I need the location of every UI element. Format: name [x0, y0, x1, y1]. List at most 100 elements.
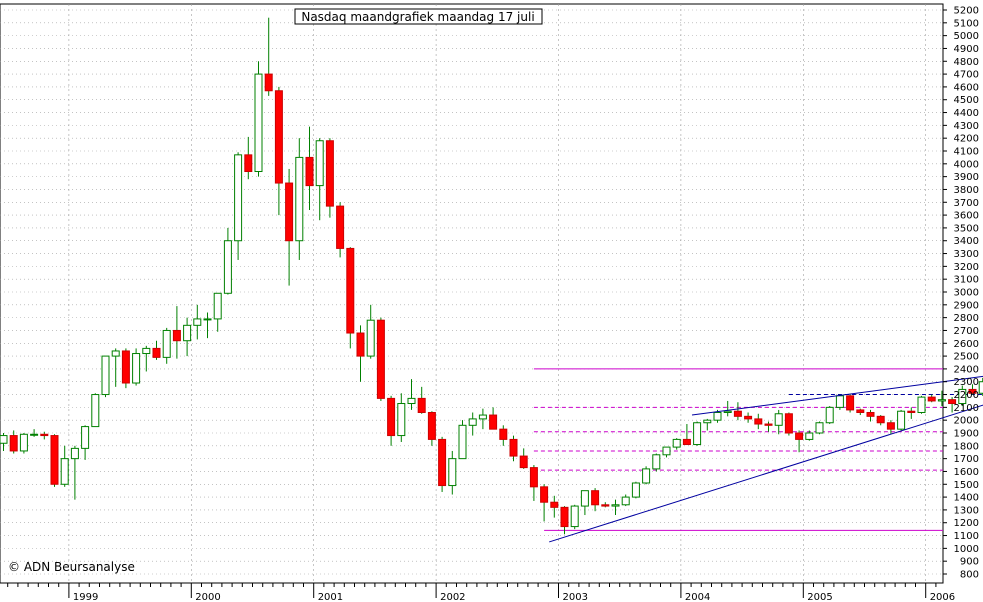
candle-body-up — [0, 435, 8, 444]
candle — [417, 386, 426, 414]
y-tick-label: 4900 — [954, 44, 979, 55]
y-tick-label: 4100 — [954, 147, 979, 158]
y-tick-label: 2000 — [954, 416, 979, 427]
candle-body-down — [968, 388, 977, 394]
candle-body-up — [397, 403, 406, 437]
candle-body-up — [897, 410, 906, 430]
y-tick-label: 3000 — [954, 288, 979, 299]
x-axis: 199920002001200220032004200520062007 — [7, 583, 955, 602]
candle-body-up — [142, 347, 151, 355]
candle — [662, 446, 671, 458]
candle-body-up — [662, 446, 671, 456]
candle-body-up — [91, 394, 100, 428]
candle — [774, 409, 783, 435]
candle — [917, 395, 926, 414]
candle-body-down — [744, 415, 753, 420]
candle-body-down — [886, 422, 895, 430]
y-tick-label: 4700 — [954, 70, 979, 81]
candle — [366, 304, 375, 359]
trend-line — [549, 404, 983, 543]
candle-body-up — [652, 454, 661, 470]
candle — [907, 407, 916, 419]
y-tick-label: 4300 — [954, 121, 979, 132]
candle — [764, 421, 773, 432]
candle-body-up — [642, 468, 651, 484]
candle-body-down — [172, 329, 181, 342]
x-tick-label: 2006 — [930, 592, 955, 602]
y-tick-label: 3900 — [954, 172, 979, 183]
candle-body-down — [529, 467, 538, 488]
x-tick-label: 2004 — [685, 592, 710, 602]
candle-body-down — [560, 506, 569, 528]
candle-body-up — [254, 73, 263, 173]
candle — [234, 152, 243, 260]
candle — [142, 345, 151, 372]
candle — [682, 424, 691, 446]
candle-body-down — [274, 90, 283, 184]
candle — [784, 412, 793, 436]
y-tick-label: 3500 — [954, 223, 979, 234]
candle — [591, 488, 600, 512]
candle-body-down — [264, 73, 273, 92]
candle — [733, 402, 742, 421]
y-tick-label: 2700 — [954, 326, 979, 337]
y-tick-label: 800 — [960, 570, 979, 581]
candle-body-up — [183, 324, 192, 342]
candle — [886, 420, 895, 435]
y-tick-label: 1100 — [954, 531, 979, 542]
candle — [91, 393, 100, 428]
candle-body-down — [866, 411, 875, 417]
candle-body-up — [234, 154, 243, 242]
candle — [244, 136, 253, 180]
y-tick-label: 2500 — [954, 352, 979, 363]
candle — [580, 490, 589, 516]
candle-body-down — [795, 432, 804, 440]
support-resistance-lines — [533, 368, 983, 531]
candle — [958, 385, 967, 407]
candle-body-up — [611, 504, 620, 507]
candle — [152, 340, 161, 360]
candle — [815, 421, 824, 435]
y-tick-label: 4200 — [954, 134, 979, 145]
grid-lines — [0, 3, 944, 584]
candle — [376, 317, 385, 401]
candle-body-up — [30, 433, 39, 436]
candle-body-down — [152, 347, 161, 358]
candle-body-down — [427, 411, 436, 440]
y-tick-label: 1700 — [954, 454, 979, 465]
y-tick-label: 3200 — [954, 262, 979, 273]
y-tick-label: 3700 — [954, 198, 979, 209]
candle-body-up — [70, 447, 79, 460]
y-tick-label: 3400 — [954, 236, 979, 247]
candle-body-down — [733, 410, 742, 417]
candle — [519, 448, 528, 469]
candle-body-down — [50, 435, 59, 485]
x-tick-label: 2005 — [807, 592, 832, 602]
candle-body-up — [815, 422, 824, 434]
candle — [805, 430, 814, 441]
candle — [132, 348, 141, 386]
candle — [213, 292, 222, 332]
candle-body-up — [723, 410, 732, 413]
candle — [448, 450, 457, 495]
candle — [927, 394, 936, 403]
candle — [611, 499, 620, 516]
candle — [356, 325, 365, 382]
y-tick-label: 2400 — [954, 364, 979, 375]
candle-body-down — [509, 438, 518, 457]
candle-body-up — [193, 318, 202, 326]
candle-body-down — [244, 154, 253, 173]
candle-body-up — [825, 406, 834, 424]
candlestick-series — [0, 17, 983, 535]
candle — [203, 312, 212, 339]
candle — [948, 397, 957, 413]
y-tick-label: 4500 — [954, 95, 979, 106]
candle-body-up — [366, 319, 375, 357]
candle-body-down — [876, 415, 885, 424]
candle — [825, 406, 834, 425]
candle-body-down — [325, 140, 334, 207]
y-tick-label: 2300 — [954, 377, 979, 388]
candle-body-down — [764, 423, 773, 426]
y-tick-label: 5000 — [954, 31, 979, 42]
